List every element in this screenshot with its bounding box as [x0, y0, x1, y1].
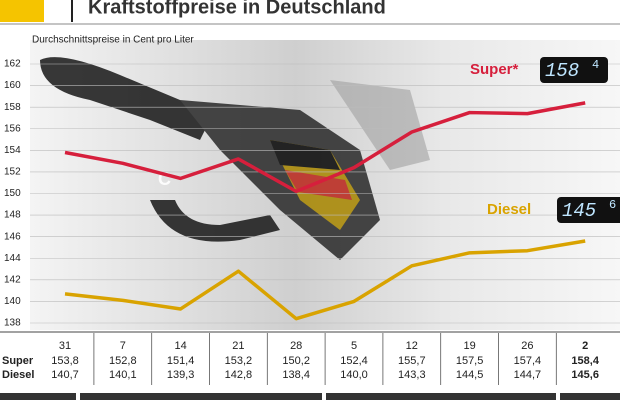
legend-label: Diesel	[487, 201, 531, 218]
series-line	[64, 101, 586, 194]
badge-decimal: 6	[609, 198, 616, 212]
value-label: 158,4	[571, 355, 599, 367]
value-label: 143,3	[398, 369, 426, 381]
value-label: 157,4	[514, 355, 542, 367]
y-tick-label: 152	[4, 167, 21, 178]
x-tick-label: 14	[174, 340, 186, 352]
x-tick-label: 21	[232, 340, 244, 352]
month-band	[0, 393, 76, 400]
value-label: 157,5	[456, 355, 484, 367]
value-label: 140,7	[51, 369, 79, 381]
x-tick-label: 2	[582, 340, 588, 352]
value-label: 145,6	[571, 369, 599, 381]
pump-illustration: C	[40, 57, 430, 260]
y-tick-label: 140	[4, 296, 21, 307]
y-tick-label: 138	[4, 318, 21, 329]
y-tick-label: 150	[4, 188, 21, 199]
y-tick-label: 154	[4, 145, 21, 156]
x-tick-label: 7	[120, 340, 126, 352]
y-tick-label: 160	[4, 80, 21, 91]
row-label: Diesel	[2, 369, 34, 381]
y-tick-label: 158	[4, 102, 21, 113]
y-tick-label: 144	[4, 253, 21, 264]
x-tick-label: 5	[351, 340, 357, 352]
row-label: Super	[2, 355, 34, 367]
month-band	[80, 393, 322, 400]
x-tick-label: 19	[463, 340, 475, 352]
y-tick-label: 146	[4, 231, 21, 242]
badge-main: 145	[562, 200, 596, 222]
price-badge	[540, 57, 608, 83]
badge-decimal: 4	[592, 58, 599, 72]
y-tick-label: 156	[4, 123, 21, 134]
value-label: 144,7	[514, 369, 542, 381]
value-label: 150,2	[282, 355, 310, 367]
value-label: 151,4	[167, 355, 195, 367]
price-badge	[557, 197, 620, 223]
subtitle: Durchschnittspreise in Cent pro Liter	[32, 35, 194, 46]
value-label: 144,5	[456, 369, 484, 381]
month-band	[326, 393, 556, 400]
y-tick-label: 162	[4, 59, 21, 70]
x-tick-label: 12	[406, 340, 418, 352]
series-line	[64, 239, 586, 321]
value-label: 140,1	[109, 369, 137, 381]
value-label: 142,8	[225, 369, 253, 381]
month-band	[560, 393, 620, 400]
x-tick-label: 28	[290, 340, 302, 352]
value-label: 152,4	[340, 355, 368, 367]
value-label: 139,3	[167, 369, 195, 381]
x-tick-label: 26	[521, 340, 533, 352]
value-label: 138,4	[282, 369, 310, 381]
y-tick-label: 148	[4, 210, 21, 221]
value-label: 140,0	[340, 369, 368, 381]
yellow-mark	[0, 0, 44, 22]
y-tick-label: 142	[4, 274, 21, 285]
value-label: 153,8	[51, 355, 79, 367]
legend-label: Super*	[470, 61, 519, 78]
badge-main: 158	[545, 60, 579, 82]
chart-title: Kraftstoffpreise in Deutschland	[88, 0, 386, 18]
x-tick-label: 31	[59, 340, 71, 352]
value-label: 155,7	[398, 355, 426, 367]
value-label: 153,2	[225, 355, 253, 367]
value-label: 152,8	[109, 355, 137, 367]
